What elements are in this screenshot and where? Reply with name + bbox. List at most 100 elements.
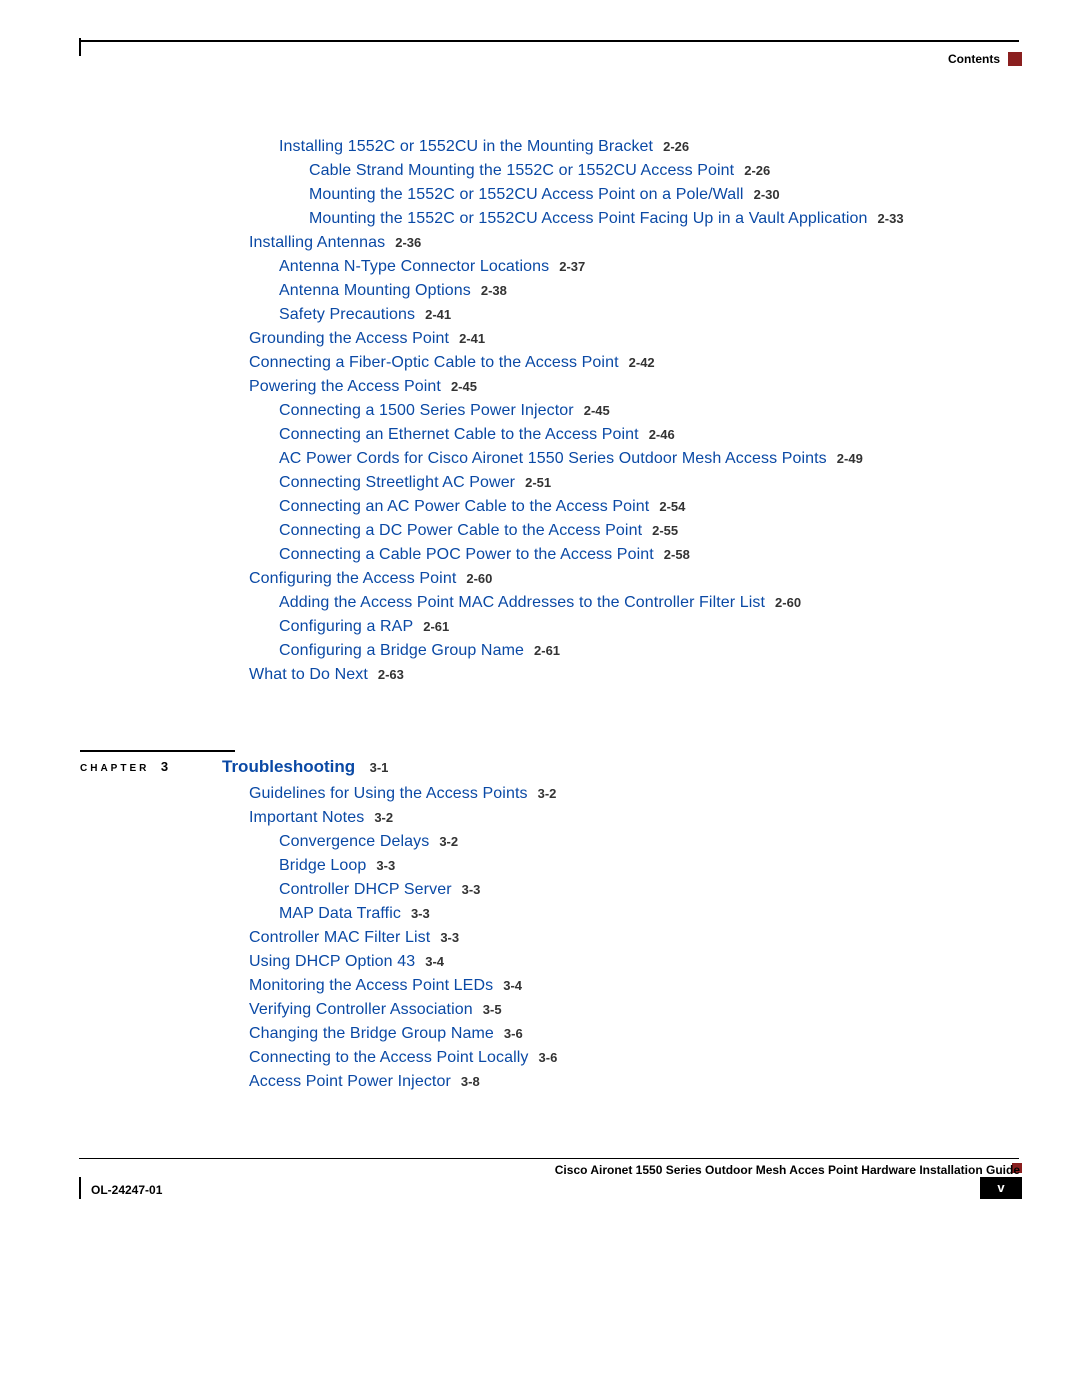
toc-link[interactable]: Safety Precautions [279, 306, 415, 323]
toc-link[interactable]: Powering the Access Point [249, 378, 441, 395]
toc-entry: Controller MAC Filter List3-3 [249, 929, 1009, 947]
toc-page-ref: 2-60 [775, 595, 801, 610]
toc-page-ref: 3-6 [539, 1050, 558, 1065]
chapter-title[interactable]: Troubleshooting [222, 757, 355, 776]
toc-entry: Antenna Mounting Options2-38 [279, 282, 1009, 300]
toc-page-ref: 3-2 [439, 834, 458, 849]
toc-page-ref: 2-30 [754, 187, 780, 202]
toc-page-ref: 2-45 [584, 403, 610, 418]
toc-page-ref: 2-61 [423, 619, 449, 634]
toc-entry: Grounding the Access Point 2-41 [249, 330, 1009, 348]
toc-entry: Connecting to the Access Point Locally 3-… [249, 1049, 1009, 1067]
toc-link[interactable]: Access Point Power Injector [249, 1073, 451, 1090]
toc-link[interactable]: Connecting a Fiber-Optic Cable to the Ac… [249, 354, 619, 371]
toc-link[interactable]: Using DHCP Option 43 [249, 953, 415, 970]
toc-link[interactable]: Connecting an Ethernet Cable to the Acce… [279, 426, 639, 443]
toc-link[interactable]: Mounting the 1552C or 1552CU Access Poin… [309, 210, 868, 227]
toc-entry: Configuring a Bridge Group Name 2-61 [279, 642, 1009, 660]
toc-entry: Monitoring the Access Point LEDs3-4 [249, 977, 1009, 995]
toc-page-ref: 2-37 [559, 259, 585, 274]
toc-entry: Connecting an AC Power Cable to the Acce… [279, 498, 1009, 516]
toc-entry: Convergence Delays 3-2 [279, 833, 1009, 851]
toc-entry: Installing 1552C or 1552CU in the Mounti… [279, 138, 1009, 156]
toc-page-ref: 3-3 [376, 858, 395, 873]
toc-link[interactable]: Connecting a Cable POC Power to the Acce… [279, 546, 654, 563]
footer-page-number: v [980, 1177, 1022, 1199]
toc-entry: Adding the Access Point MAC Addresses to… [279, 594, 1009, 612]
toc-entry: Connecting Streetlight AC Power 2-51 [279, 474, 1009, 492]
toc-link[interactable]: Antenna N-Type Connector Locations [279, 258, 549, 275]
toc-link[interactable]: Configuring a RAP [279, 618, 413, 635]
toc-page-ref: 3-6 [504, 1026, 523, 1041]
toc-entry: Guidelines for Using the Access Points 3-… [249, 785, 1009, 803]
toc-page-ref: 2-41 [425, 307, 451, 322]
toc-page-ref: 3-3 [411, 906, 430, 921]
toc-page-ref: 2-45 [451, 379, 477, 394]
toc-entry: Safety Precautions 2-41 [279, 306, 1009, 324]
toc-link[interactable]: AC Power Cords for Cisco Aironet 1550 Se… [279, 450, 827, 467]
toc-section-2: Guidelines for Using the Access Points 3-… [249, 785, 1009, 1097]
chapter-label: CHAPTER 3 [80, 759, 168, 774]
toc-page-ref: 3-3 [462, 882, 481, 897]
toc-link[interactable]: Cable Strand Mounting the 1552C or 1552C… [309, 162, 734, 179]
toc-page-ref: 2-51 [525, 475, 551, 490]
toc-page-ref: 2-46 [649, 427, 675, 442]
toc-link[interactable]: MAP Data Traffic [279, 905, 401, 922]
toc-link[interactable]: Controller MAC Filter List [249, 929, 430, 946]
toc-link[interactable]: Configuring the Access Point [249, 570, 456, 587]
toc-link[interactable]: Installing Antennas [249, 234, 385, 251]
toc-link[interactable]: Configuring a Bridge Group Name [279, 642, 524, 659]
page: Contents Installing 1552C or 1552CU in t… [0, 0, 1080, 1397]
toc-link[interactable]: Installing 1552C or 1552CU in the Mounti… [279, 138, 653, 155]
chapter-number: 3 [161, 759, 168, 774]
toc-page-ref: 2-41 [459, 331, 485, 346]
toc-page-ref: 2-58 [664, 547, 690, 562]
toc-link[interactable]: Bridge Loop [279, 857, 366, 874]
chapter-page: 3-1 [370, 760, 389, 775]
toc-link[interactable]: Connecting Streetlight AC Power [279, 474, 515, 491]
chapter-prefix: CHAPTER [80, 763, 149, 774]
toc-link[interactable]: Changing the Bridge Group Name [249, 1025, 494, 1042]
toc-entry: Changing the Bridge Group Name 3-6 [249, 1025, 1009, 1043]
toc-link[interactable]: Connecting an AC Power Cable to the Acce… [279, 498, 649, 515]
toc-page-ref: 2-26 [663, 139, 689, 154]
toc-link[interactable]: What to Do Next [249, 666, 368, 683]
toc-entry: Connecting a Cable POC Power to the Acce… [279, 546, 1009, 564]
toc-link[interactable]: Grounding the Access Point [249, 330, 449, 347]
toc-entry: Verifying Controller Association3-5 [249, 1001, 1009, 1019]
toc-entry: Using DHCP Option 433-4 [249, 953, 1009, 971]
toc-link[interactable]: Monitoring the Access Point LEDs [249, 977, 493, 994]
toc-link[interactable]: Connecting a DC Power Cable to the Acces… [279, 522, 642, 539]
toc-entry: What to Do Next2-63 [249, 666, 1009, 684]
footer-doc-code: OL-24247-01 [91, 1183, 162, 1197]
chapter-rule [80, 750, 235, 752]
toc-page-ref: 2-61 [534, 643, 560, 658]
toc-link[interactable]: Mounting the 1552C or 1552CU Access Poin… [309, 186, 744, 203]
toc-link[interactable]: Adding the Access Point MAC Addresses to… [279, 594, 765, 611]
toc-entry: Powering the Access Point 2-45 [249, 378, 1009, 396]
header-label: Contents [948, 52, 1000, 66]
toc-link[interactable]: Connecting a 1500 Series Power Injector [279, 402, 574, 419]
toc-link[interactable]: Connecting to the Access Point Locally [249, 1049, 529, 1066]
toc-page-ref: 2-60 [466, 571, 492, 586]
toc-page-ref: 2-26 [744, 163, 770, 178]
toc-entry: MAP Data Traffic 3-3 [279, 905, 1009, 923]
toc-link[interactable]: Guidelines for Using the Access Points [249, 785, 528, 802]
footer-rule [79, 1158, 1019, 1159]
crop-mark [79, 1177, 81, 1199]
toc-link[interactable]: Controller DHCP Server [279, 881, 452, 898]
toc-link[interactable]: Antenna Mounting Options [279, 282, 471, 299]
toc-link[interactable]: Important Notes [249, 809, 364, 826]
toc-page-ref: 2-42 [629, 355, 655, 370]
toc-entry: Configuring the Access Point 2-60 [249, 570, 1009, 588]
toc-page-ref: 2-36 [395, 235, 421, 250]
toc-page-ref: 3-2 [538, 786, 557, 801]
toc-entry: Mounting the 1552C or 1552CU Access Poin… [309, 210, 1009, 228]
toc-entry: Cable Strand Mounting the 1552C or 1552C… [309, 162, 1009, 180]
toc-entry: Bridge Loop 3-3 [279, 857, 1009, 875]
toc-page-ref: 2-55 [652, 523, 678, 538]
toc-entry: Connecting a Fiber-Optic Cable to the Ac… [249, 354, 1009, 372]
toc-link[interactable]: Convergence Delays [279, 833, 429, 850]
toc-entry: Installing Antennas 2-36 [249, 234, 1009, 252]
toc-link[interactable]: Verifying Controller Association [249, 1001, 473, 1018]
